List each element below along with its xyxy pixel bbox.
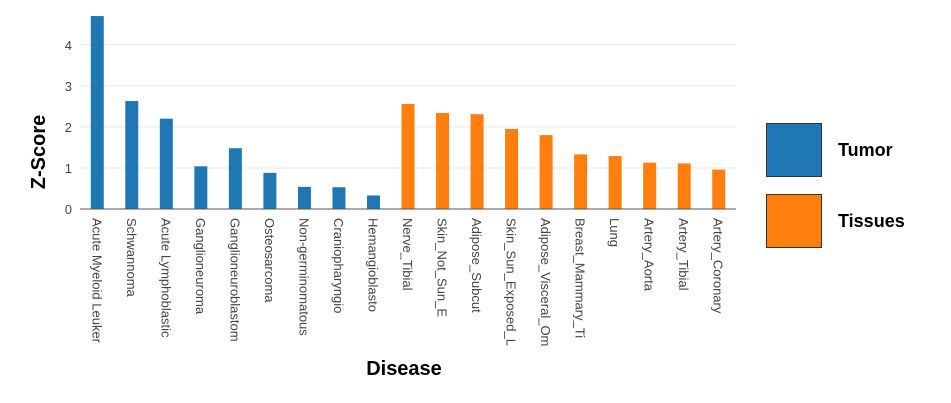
x-tick-label: Schwannoma [124,218,139,298]
legend-swatch-tumor [766,123,822,177]
bar-tumor-0 [90,16,104,210]
bar-tissues-12 [505,128,519,209]
x-tick-label: Acute Myeloid Leuker [89,218,104,344]
x-axis-tick-labels: Acute Myeloid Leuker Schwannoma Acute Lymp… [89,218,725,346]
x-tick-label: Artery_Coronary [711,218,726,314]
bar-tissues-10 [436,112,450,209]
bar-tissues-16 [643,162,657,209]
x-tick-label: Breast_Mammary_Ti [573,218,588,338]
bar-tumor-1 [125,101,139,209]
bar-tumor-2 [159,118,173,209]
x-tick-label: Acute Lymphoblastic [158,218,173,338]
x-tick-label: Skin_Sun_Exposed_L [504,218,519,346]
x-tick-label: Artery_Aorta [642,218,657,292]
bar-tumor-8 [366,195,380,209]
bar-tissues-13 [539,135,553,209]
bar-tissues-15 [608,156,622,209]
x-tick-label: Adipose_Subcut [469,218,484,313]
y-axis-title: Z-Score [28,115,50,189]
y-tick-label: 1 [65,161,72,176]
bar-tumor-6 [297,186,311,209]
legend-item-tumor: Tumor [766,122,946,178]
x-tick-label: Hemangioblasto [365,218,380,312]
legend-swatch-tissues [766,194,822,248]
x-tick-label: Adipose_Visceral_Om [538,218,553,346]
x-tick-label: Osteosarcoma [262,218,277,303]
legend-item-tissues: Tissues [766,193,946,249]
bar-tissues-9 [401,103,415,209]
x-tick-label: Nerve_Tibial [400,218,415,291]
x-axis-title: Disease [366,358,442,380]
x-tick-label: Ganglioneuroma [193,218,208,315]
bar-tumor-4 [228,148,242,209]
y-tick-label: 4 [65,38,72,53]
bar-tissues-18 [712,169,726,209]
bar-tumor-7 [332,187,346,209]
legend-label-tumor: Tumor [838,139,893,160]
y-axis-ticks: 0 1 2 3 4 [65,38,72,217]
x-tick-label: Skin_Not_Sun_E [435,218,450,317]
legend-label-tissues: Tissues [838,210,905,231]
bar-tumor-3 [194,166,208,209]
x-tick-label: Craniopharyngio [331,218,346,313]
legend: Tumor Tissues [766,122,946,264]
y-tick-label: 0 [65,202,72,217]
y-tick-label: 2 [65,120,72,135]
x-tick-label: Lung [607,218,622,247]
bars [90,16,726,210]
x-tick-label: Non-germinomatous [296,218,311,336]
x-tick-label: Ganglioneuroblastom [227,218,242,342]
bar-tissues-17 [677,163,691,209]
bar-tissues-11 [470,114,484,209]
y-tick-label: 3 [65,79,72,94]
bar-tumor-5 [263,172,277,209]
bar-tissues-14 [574,154,588,209]
x-tick-label: Artery_Tibial [676,218,691,291]
